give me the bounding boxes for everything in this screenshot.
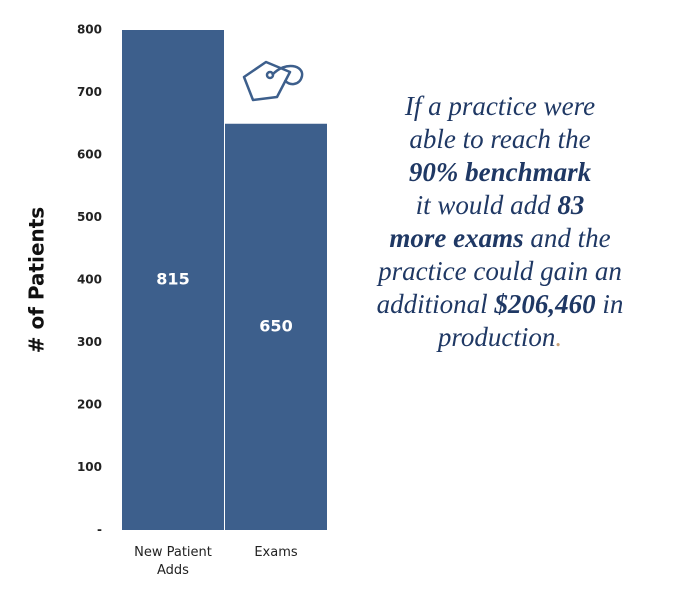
y-tick-label: 700 [77,85,102,99]
annotation-text: production [437,322,556,352]
annotation-line: practice could gain an [340,255,660,288]
annotation-line: more exams and the [340,222,660,255]
annotation-text: it would add [415,190,558,220]
y-tick-label: - [97,523,102,537]
annotation-line: 90% benchmark [340,156,660,189]
y-tick-label: 300 [77,335,102,349]
annotation-text: able to reach the [409,124,591,154]
annotation-text: in [595,289,624,319]
annotation: If a practice were able to reach the 90% b… [340,90,660,354]
annotation-text: $206,460 [494,289,596,319]
bar [122,30,224,530]
annotation-line: it would add 83 [340,189,660,222]
bar [225,123,327,530]
annotation-text: and the [523,223,611,253]
annotation-text: 90% benchmark [408,157,592,187]
annotation-line: able to reach the [340,123,660,156]
y-tick-label: 400 [77,273,102,287]
annotation-text: . [555,322,563,352]
annotation-text: 83 [557,190,585,220]
tag-icon [242,60,304,102]
annotation-line: If a practice were [340,90,660,123]
y-tick-label: 600 [77,148,102,162]
annotation-line: additional $206,460 in [340,288,660,321]
y-tick-label: 500 [77,210,102,224]
x-tick-label: New Patient Adds [134,545,212,578]
annotation-text: If a practice were [404,91,596,121]
annotation-line: production. [340,321,660,354]
annotation-text: practice could gain an [378,256,622,286]
y-tick-label: 800 [77,23,102,37]
plot-area [122,30,327,530]
y-tick-label: 100 [77,460,102,474]
value-label: 815 [156,270,189,289]
y-axis-label: # of Patients [25,207,49,353]
annotation-text: more exams [389,223,524,253]
annotation-text: additional [376,289,495,319]
y-tick-label: 200 [77,398,102,412]
value-label: 650 [259,316,292,335]
x-tick-label: Exams [254,545,298,560]
